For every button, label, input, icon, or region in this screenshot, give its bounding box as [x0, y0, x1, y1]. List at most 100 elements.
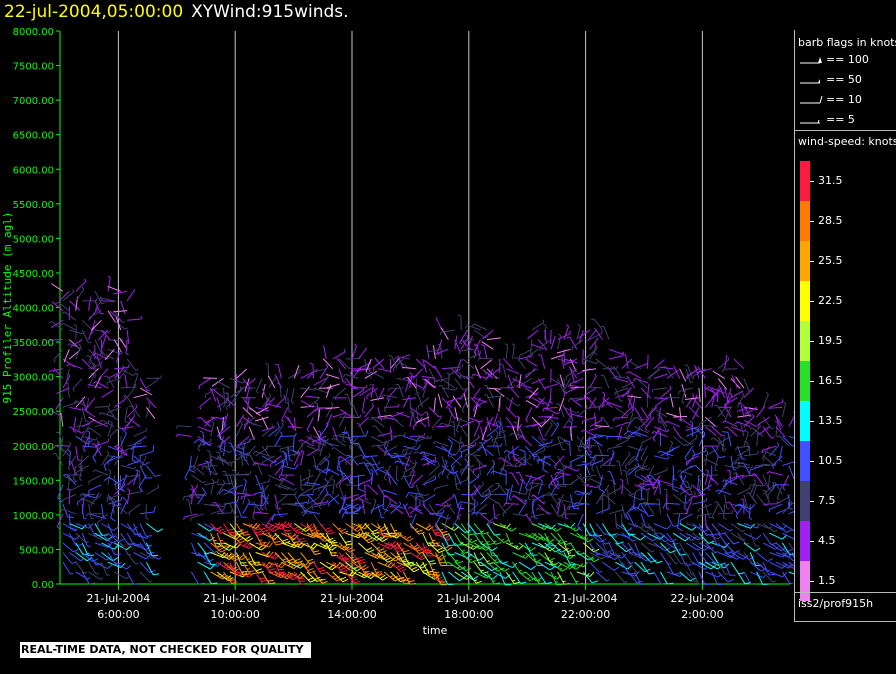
barb-feather — [300, 540, 307, 543]
barb-half-feather — [233, 473, 236, 478]
barb-half-feather — [228, 461, 232, 464]
barb-staff — [133, 552, 147, 560]
barb-half-feather — [622, 353, 626, 356]
wind-barb — [557, 330, 571, 341]
wind-barb — [49, 368, 63, 372]
wind-barb — [607, 471, 616, 485]
barb-staff — [335, 474, 346, 486]
barb-feather — [629, 533, 636, 536]
wind-barb — [595, 358, 610, 369]
barb-staff — [287, 542, 302, 549]
barb-staff — [305, 482, 320, 486]
barb-staff — [287, 446, 290, 461]
wind-barb — [203, 571, 218, 585]
wind-barb — [441, 571, 454, 586]
barb-staff — [94, 561, 108, 570]
wind-barb — [480, 426, 487, 442]
barb-staff — [133, 393, 148, 399]
wind-barb — [245, 445, 256, 460]
barb-half-feather — [356, 370, 358, 374]
barb-half-feather — [47, 339, 50, 344]
wind-barb — [437, 393, 443, 408]
barb-staff — [128, 417, 141, 428]
barb-staff — [454, 571, 467, 580]
barb-feather — [313, 550, 320, 553]
barb-half-feather — [467, 419, 471, 423]
barb-half-feather — [474, 579, 478, 582]
barb-staff — [583, 358, 597, 365]
barb-staff — [107, 499, 122, 505]
barb-half-feather — [128, 512, 131, 516]
barb-staff — [67, 455, 77, 468]
wind-barb — [55, 301, 70, 312]
wind-barb — [123, 395, 135, 408]
barb-half-feather — [502, 513, 505, 517]
barb-staff — [594, 454, 610, 457]
barb-half-feather — [615, 534, 619, 538]
wind-barb — [512, 426, 518, 441]
wind-barb — [101, 562, 110, 576]
barb-staff — [62, 561, 71, 575]
barb-half-feather — [72, 388, 75, 392]
barb-staff — [441, 445, 453, 456]
barb-half-feather — [451, 526, 455, 530]
barb-staff — [75, 325, 77, 340]
barb-staff — [596, 442, 603, 456]
barb-staff — [537, 426, 544, 440]
wind-barb — [254, 416, 269, 422]
wind-barb — [306, 445, 323, 452]
wind-barb — [556, 403, 565, 418]
wind-barb — [499, 363, 507, 379]
barb-staff — [518, 532, 533, 539]
barb-staff — [440, 329, 455, 333]
wind-barb — [358, 462, 372, 476]
barb-staff — [364, 532, 378, 541]
wind-barb — [473, 481, 485, 495]
barb-staff — [624, 455, 636, 467]
wind-barb — [96, 355, 102, 369]
barb-half-feather — [265, 362, 269, 365]
barb-staff — [481, 426, 488, 441]
barb-staff — [415, 451, 430, 457]
wind-barb — [261, 387, 271, 402]
barb-half-feather — [610, 366, 615, 368]
barb-staff — [210, 422, 215, 437]
barb-staff — [348, 436, 359, 448]
barb-half-feather — [557, 472, 560, 476]
barb-staff — [525, 387, 538, 396]
wind-barb — [634, 523, 649, 533]
barb-staff — [557, 333, 571, 341]
wind-barb — [550, 503, 562, 517]
barb-staff — [361, 500, 366, 514]
wind-barb — [556, 494, 565, 510]
barb-half-feather — [536, 458, 540, 462]
barb-staff — [139, 542, 150, 555]
barb-staff — [294, 561, 308, 568]
barb-half-feather — [317, 438, 322, 442]
barb-staff — [551, 474, 565, 482]
barb-staff — [499, 523, 512, 532]
wind-barb — [118, 337, 128, 350]
barb-half-feather — [80, 438, 84, 442]
barb-half-feather — [410, 526, 414, 530]
barb-staff — [486, 561, 498, 572]
wind-barb — [403, 561, 420, 573]
wind-barb — [267, 403, 282, 408]
wind-barb — [356, 497, 372, 505]
wind-barb — [409, 406, 424, 416]
barb-staff — [614, 375, 629, 379]
barb-staff — [75, 289, 85, 302]
barb-half-feather — [117, 379, 121, 383]
barb-half-feather — [599, 570, 603, 573]
barb-staff — [267, 375, 276, 389]
barb-half-feather — [509, 433, 513, 437]
wind-barb — [261, 561, 277, 574]
barb-half-feather — [419, 451, 423, 455]
barb-staff — [472, 512, 487, 515]
wind-barb — [88, 504, 95, 519]
barb-staff — [595, 358, 608, 369]
wind-barb — [502, 503, 513, 517]
barb-staff — [559, 374, 565, 389]
barb-staff — [531, 571, 540, 585]
barb-staff — [505, 490, 509, 505]
